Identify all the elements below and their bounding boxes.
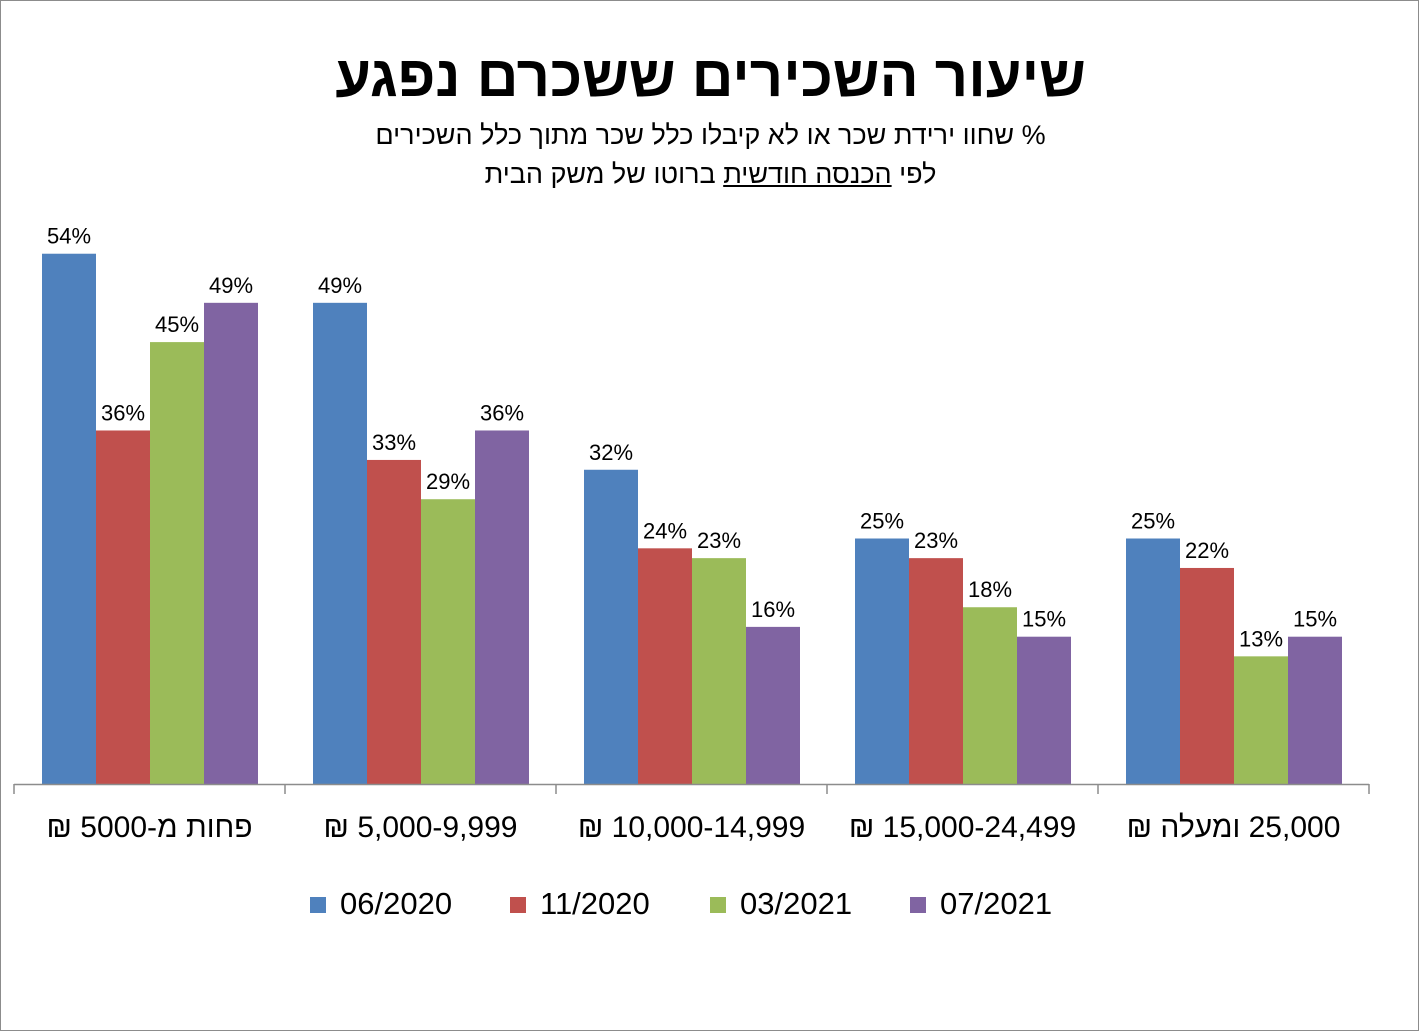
subtitle-suffix: ברוטו של משק הבית	[484, 159, 716, 189]
bar-2-2	[367, 459, 421, 784]
category-label-1: פחות מ-5000 ₪	[46, 811, 252, 844]
subtitle-prefix: לפי	[899, 159, 937, 189]
legend-label-4: 07/2021	[940, 886, 1053, 921]
category-label-5: 25,000 ומעלה ₪	[1127, 811, 1341, 844]
bar-4-5	[1288, 636, 1342, 784]
bar-3-2	[421, 499, 475, 784]
data-label-2-1: 36%	[101, 400, 145, 425]
bar-3-4	[963, 607, 1017, 784]
legend-label-2: 11/2020	[540, 886, 650, 921]
data-label-4-2: 36%	[480, 400, 524, 425]
data-label-2-3: 24%	[643, 518, 687, 543]
chart-title: שיעור השכירים ששכרם נפגע	[335, 44, 1086, 109]
data-label-1-3: 32%	[589, 440, 633, 465]
data-label-3-5: 13%	[1239, 626, 1283, 651]
subtitle-underlined: הכנסה חודשית	[723, 159, 892, 189]
bar-2-5	[1180, 567, 1234, 784]
bar-1-2	[313, 302, 367, 784]
category-label-3: 10,000-14,999 ₪	[578, 811, 805, 844]
data-label-2-4: 23%	[914, 528, 958, 553]
category-label-2: 5,000-9,999 ₪	[324, 811, 518, 844]
bar-4-4	[1017, 636, 1071, 784]
data-label-3-4: 18%	[968, 577, 1012, 602]
data-label-4-1: 49%	[209, 273, 253, 298]
data-label-3-3: 23%	[697, 528, 741, 553]
category-label-4: 15,000-24,499 ₪	[849, 811, 1076, 844]
legend-swatch-1	[310, 897, 326, 913]
chart-subtitle-line-2: לפי הכנסה חודשית ברוטו של משק הבית	[0, 157, 1421, 191]
legend-label-1: 06/2020	[340, 886, 453, 921]
bar-1-5	[1126, 538, 1180, 784]
data-label-3-1: 45%	[155, 312, 199, 337]
data-label-1-1: 54%	[47, 224, 91, 249]
data-label-1-5: 25%	[1131, 509, 1175, 534]
bar-3-3	[692, 558, 746, 784]
chart-legend: 06/2020 11/2020 03/2021 07/2021	[0, 884, 1421, 924]
bar-3-5	[1234, 656, 1288, 784]
legend-swatch-2	[510, 897, 526, 913]
data-label-3-2: 29%	[426, 469, 470, 494]
bar-4-1	[204, 302, 258, 784]
data-label-4-5: 15%	[1293, 607, 1337, 632]
bar-4-2	[475, 430, 529, 784]
data-label-4-3: 16%	[751, 597, 795, 622]
bar-1-3	[584, 469, 638, 784]
bar-2-3	[638, 548, 692, 784]
bar-3-1	[150, 342, 204, 784]
data-label-4-4: 15%	[1022, 607, 1066, 632]
data-label-1-4: 25%	[860, 509, 904, 534]
bar-1-4	[855, 538, 909, 784]
legend-swatch-3	[710, 897, 726, 913]
legend-swatch-4	[910, 897, 926, 913]
bar-1-1	[42, 253, 96, 785]
chart-subtitle-line-1: % שחוו ירידת שכר או לא קיבלו כלל שכר מתו…	[375, 120, 1046, 150]
bar-2-1	[96, 430, 150, 784]
legend-label-3: 03/2021	[740, 886, 853, 921]
bar-4-3	[746, 626, 800, 784]
data-label-2-2: 33%	[372, 430, 416, 455]
data-label-2-5: 22%	[1185, 538, 1229, 563]
bar-2-4	[909, 558, 963, 784]
data-label-1-2: 49%	[318, 273, 362, 298]
